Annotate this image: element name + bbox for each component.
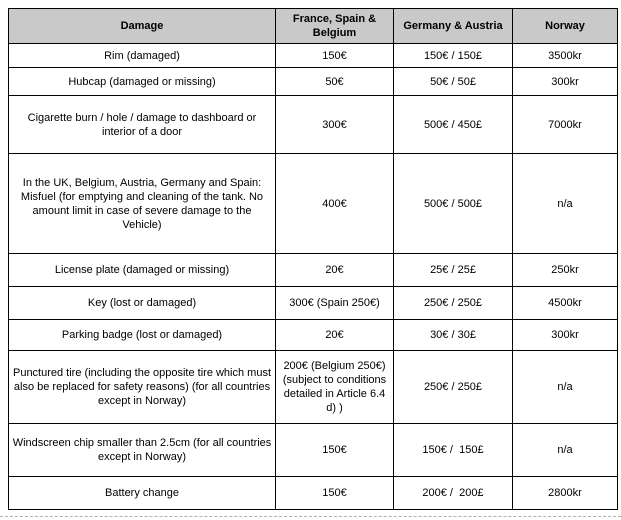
table-row: Parking badge (lost or damaged) 20€ 30€ / … <box>8 319 618 351</box>
table-row: Windscreen chip smaller than 2.5cm (for … <box>8 423 618 477</box>
cell-damage: Parking badge (lost or damaged) <box>8 319 276 351</box>
cell-france-spain-belgium: 20€ <box>275 253 394 287</box>
cell-norway: 250kr <box>512 253 618 287</box>
table-row: Rim (damaged) 150€ 150€ / 150£ 3500kr <box>8 43 618 68</box>
cell-france-spain-belgium: 300€ (Spain 250€) <box>275 286 394 320</box>
cell-france-spain-belgium: 200€ (Belgium 250€) (subject to conditio… <box>275 350 394 424</box>
cell-damage: In the UK, Belgium, Austria, Germany and… <box>8 153 276 254</box>
cell-germany-austria: 200€ / 200£ <box>393 476 513 510</box>
table-row: In the UK, Belgium, Austria, Germany and… <box>8 153 618 254</box>
cell-norway: 4500kr <box>512 286 618 320</box>
table-row: License plate (damaged or missing) 20€ 25€… <box>8 253 618 287</box>
cell-norway: 300kr <box>512 67 618 96</box>
cell-france-spain-belgium: 20€ <box>275 319 394 351</box>
cell-norway: 7000kr <box>512 95 618 154</box>
cell-damage: Windscreen chip smaller than 2.5cm (for … <box>8 423 276 477</box>
cell-norway: 2800kr <box>512 476 618 510</box>
cell-germany-austria: 25€ / 25£ <box>393 253 513 287</box>
cell-damage: Key (lost or damaged) <box>8 286 276 320</box>
cell-germany-austria: 150€ / 150£ <box>393 43 513 68</box>
cell-damage: Rim (damaged) <box>8 43 276 68</box>
table-row: Battery change 150€ 200€ / 200£ 2800kr <box>8 476 618 510</box>
col-header-norway: Norway <box>512 8 618 44</box>
cell-germany-austria: 250€ / 250£ <box>393 286 513 320</box>
cell-france-spain-belgium: 400€ <box>275 153 394 254</box>
cell-france-spain-belgium: 150€ <box>275 423 394 477</box>
col-header-germany-austria: Germany & Austria <box>393 8 513 44</box>
col-header-damage: Damage <box>8 8 276 44</box>
cell-damage: Punctured tire (including the opposite t… <box>8 350 276 424</box>
cell-norway: 300kr <box>512 319 618 351</box>
cell-germany-austria: 500€ / 500£ <box>393 153 513 254</box>
cell-norway: n/a <box>512 350 618 424</box>
table-row: Punctured tire (including the opposite t… <box>8 350 618 424</box>
cell-france-spain-belgium: 150€ <box>275 476 394 510</box>
cell-germany-austria: 500€ / 450£ <box>393 95 513 154</box>
table-row: Hubcap (damaged or missing) 50€ 50€ / 50£ 3… <box>8 67 618 96</box>
table-row: Key (lost or damaged) 300€ (Spain 250€) 25… <box>8 286 618 320</box>
table-row: Cigarette burn / hole / damage to dashbo… <box>8 95 618 154</box>
cell-norway: 3500kr <box>512 43 618 68</box>
cell-france-spain-belgium: 50€ <box>275 67 394 96</box>
header-row: Damage France, Spain & Belgium Germany &… <box>8 8 618 44</box>
cell-damage: Cigarette burn / hole / damage to dashbo… <box>8 95 276 154</box>
cell-damage: Hubcap (damaged or missing) <box>8 67 276 96</box>
cell-germany-austria: 150€ / 150£ <box>393 423 513 477</box>
col-header-france-spain-belgium: France, Spain & Belgium <box>275 8 394 44</box>
cell-norway: n/a <box>512 423 618 477</box>
cell-germany-austria: 250€ / 250£ <box>393 350 513 424</box>
cell-germany-austria: 30€ / 30£ <box>393 319 513 351</box>
cell-germany-austria: 50€ / 50£ <box>393 67 513 96</box>
cell-norway: n/a <box>512 153 618 254</box>
cell-damage: License plate (damaged or missing) <box>8 253 276 287</box>
cell-france-spain-belgium: 150€ <box>275 43 394 68</box>
page-break-dashed-line <box>0 516 621 517</box>
cell-france-spain-belgium: 300€ <box>275 95 394 154</box>
damage-fees-table: Damage France, Spain & Belgium Germany &… <box>8 8 618 510</box>
cell-damage: Battery change <box>8 476 276 510</box>
